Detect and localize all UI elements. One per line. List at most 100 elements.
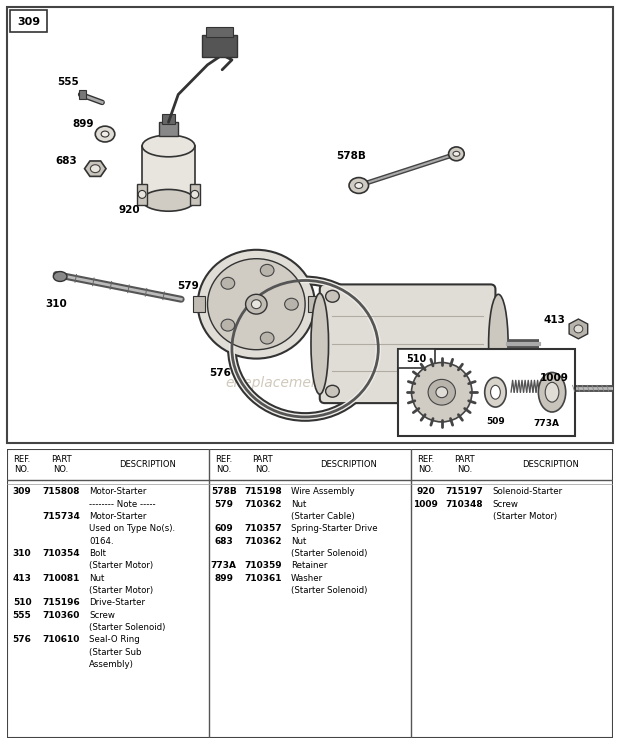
Text: Wire Assembly: Wire Assembly [291,487,355,496]
Text: (Starter Motor): (Starter Motor) [89,562,154,571]
Text: Spring-Starter Drive: Spring-Starter Drive [291,525,378,533]
Text: 609: 609 [215,525,233,533]
Text: 683: 683 [55,155,77,166]
Ellipse shape [260,332,274,344]
Text: 578B: 578B [211,487,237,496]
Ellipse shape [198,250,315,359]
Polygon shape [569,319,588,339]
Bar [137,184,147,205]
Text: DESCRIPTION: DESCRIPTION [119,460,176,469]
Ellipse shape [221,278,235,289]
Ellipse shape [208,259,305,350]
Ellipse shape [326,385,339,397]
Bar [308,296,320,312]
Text: Used on Type No(s).: Used on Type No(s). [89,525,175,533]
Bar [206,28,233,37]
Bar [202,35,237,57]
Ellipse shape [311,293,329,394]
Text: (Starter Motor): (Starter Motor) [89,586,154,595]
Text: PART
NO.: PART NO. [252,455,273,474]
Text: eReplacementParts.com: eReplacementParts.com [225,376,395,391]
Text: REF.
NO.: REF. NO. [14,455,31,474]
Text: 413: 413 [543,315,565,325]
Text: 510: 510 [13,598,32,607]
Ellipse shape [95,126,115,142]
Text: 899: 899 [215,574,233,583]
Text: PART
NO.: PART NO. [51,455,71,474]
Text: 899: 899 [73,119,94,129]
Ellipse shape [246,295,267,314]
Text: 715734: 715734 [42,512,80,521]
Text: (Starter Solenoid): (Starter Solenoid) [89,623,166,632]
Text: 710359: 710359 [244,562,281,571]
Text: 310: 310 [13,549,32,558]
Polygon shape [84,161,106,176]
Bar [559,382,570,394]
Text: 710610: 710610 [42,635,80,644]
Ellipse shape [142,135,195,157]
Text: 1009: 1009 [539,373,569,383]
Text: Washer: Washer [291,574,323,583]
Text: (Starter Cable): (Starter Cable) [291,512,355,521]
Text: 310: 310 [45,299,67,310]
Text: 683: 683 [215,536,233,546]
Bar [11,10,48,32]
Ellipse shape [485,377,506,407]
Bar [159,122,178,136]
Ellipse shape [489,295,508,394]
Ellipse shape [53,272,67,281]
Text: 710362: 710362 [244,500,281,509]
Ellipse shape [326,290,339,302]
Text: 710360: 710360 [42,611,80,620]
Text: PART
NO.: PART NO. [454,455,475,474]
Text: (Starter Solenoid): (Starter Solenoid) [291,586,368,595]
Text: 579: 579 [215,500,233,509]
Ellipse shape [260,264,274,276]
Text: (Starter Sub: (Starter Sub [89,648,142,657]
Ellipse shape [252,300,261,309]
Ellipse shape [221,319,235,331]
Text: Motor-Starter: Motor-Starter [89,512,147,521]
Text: 715808: 715808 [42,487,80,496]
Ellipse shape [91,164,100,173]
Text: 555: 555 [57,77,79,86]
Text: Drive-Starter: Drive-Starter [89,598,146,607]
Text: Screw: Screw [493,500,519,509]
Text: DESCRIPTION: DESCRIPTION [321,460,378,469]
Text: Retainer: Retainer [291,562,327,571]
Text: 715198: 715198 [244,487,281,496]
Ellipse shape [428,379,456,405]
Text: 510: 510 [406,353,427,364]
Text: 578B: 578B [336,151,366,161]
Ellipse shape [453,151,460,156]
Bar [162,115,175,124]
Text: DESCRIPTION: DESCRIPTION [522,460,579,469]
Bar [398,349,575,436]
Ellipse shape [538,373,565,412]
FancyBboxPatch shape [320,284,495,403]
Ellipse shape [412,362,472,422]
Text: 710354: 710354 [42,549,80,558]
Text: 555: 555 [12,611,32,620]
Text: Nut: Nut [291,536,306,546]
Text: 920: 920 [118,205,140,215]
Ellipse shape [285,298,298,310]
Ellipse shape [574,325,583,333]
Text: 576: 576 [210,368,231,379]
Text: 579: 579 [177,281,199,292]
Ellipse shape [101,131,109,137]
Text: Motor-Starter: Motor-Starter [89,487,147,496]
Text: 710361: 710361 [244,574,281,583]
Text: (Starter Solenoid): (Starter Solenoid) [291,549,368,558]
Text: (Starter Motor): (Starter Motor) [493,512,557,521]
Text: 710081: 710081 [42,574,80,583]
Ellipse shape [355,182,363,188]
Text: 715196: 715196 [42,598,80,607]
Text: Screw: Screw [89,611,115,620]
Text: 0164.: 0164. [89,536,114,546]
Text: Bolt: Bolt [89,549,107,558]
Text: 920: 920 [416,487,435,496]
Text: Solenoid-Starter: Solenoid-Starter [493,487,563,496]
Text: Assembly): Assembly) [89,660,135,669]
Bar [142,146,195,200]
